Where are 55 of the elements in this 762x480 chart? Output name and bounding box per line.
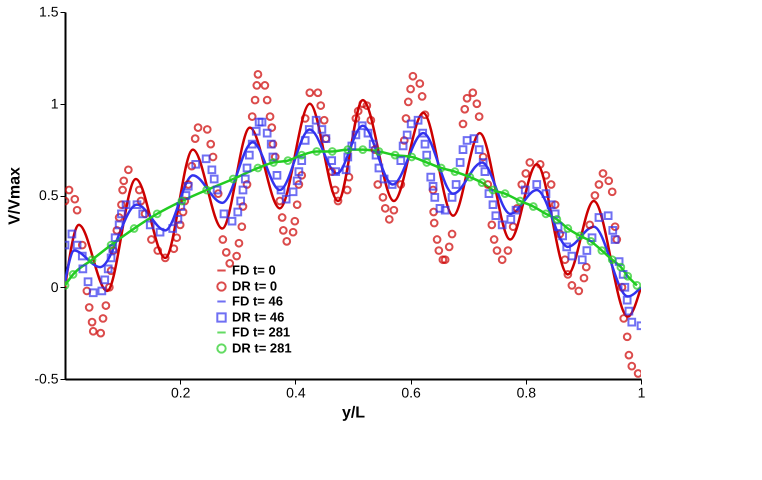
point xyxy=(228,174,238,184)
point xyxy=(254,164,262,172)
point xyxy=(616,262,626,272)
point xyxy=(422,158,432,167)
point xyxy=(343,145,352,154)
point xyxy=(178,196,186,206)
legend-label: DR t= 46 xyxy=(232,310,284,324)
point xyxy=(358,145,368,154)
point xyxy=(407,152,416,162)
point xyxy=(152,210,162,218)
x-tick-label: 0.6 xyxy=(401,384,422,400)
point xyxy=(478,178,486,187)
point xyxy=(68,270,78,279)
legend-label: DR t= 0 xyxy=(232,278,278,294)
point xyxy=(542,210,550,218)
x-tick-label: 0.4 xyxy=(286,384,306,400)
point xyxy=(623,272,632,281)
point xyxy=(586,237,596,246)
point xyxy=(106,240,116,250)
point xyxy=(130,224,138,233)
y-tick-label: 0.5 xyxy=(39,187,59,203)
x-tick-label: 0.8 xyxy=(516,384,536,400)
point xyxy=(488,186,498,194)
point xyxy=(597,246,606,255)
point xyxy=(552,215,562,224)
legend-label: FD t= 0 xyxy=(232,262,276,278)
y-axis-title: V/Vmax xyxy=(6,166,24,225)
x-tick-label: 1 xyxy=(638,384,646,400)
point xyxy=(390,150,400,160)
point xyxy=(450,167,460,176)
point xyxy=(88,255,96,264)
y-tick-label: -0.5 xyxy=(34,370,59,386)
legend-label: DR t= 281 xyxy=(232,340,292,356)
x-tick-label: 0.2 xyxy=(170,384,191,400)
legend-label: FD t= 281 xyxy=(232,324,290,340)
point xyxy=(328,147,337,156)
y-tick-label: 1.5 xyxy=(39,4,59,20)
point xyxy=(528,202,538,211)
point xyxy=(297,150,306,160)
point xyxy=(284,156,292,165)
point xyxy=(374,147,384,156)
point xyxy=(466,172,474,182)
point xyxy=(563,224,572,233)
point xyxy=(312,147,322,156)
point xyxy=(500,189,510,198)
y-tick-label: 0 xyxy=(50,278,59,295)
point xyxy=(436,164,446,172)
x-axis-title: y/L xyxy=(342,404,366,422)
point xyxy=(576,232,584,240)
point xyxy=(202,186,212,194)
legend-label: FD t= 46 xyxy=(232,294,283,308)
point xyxy=(516,196,524,206)
y-tick-label: 1 xyxy=(50,95,59,112)
point xyxy=(608,255,617,264)
point xyxy=(269,158,278,167)
